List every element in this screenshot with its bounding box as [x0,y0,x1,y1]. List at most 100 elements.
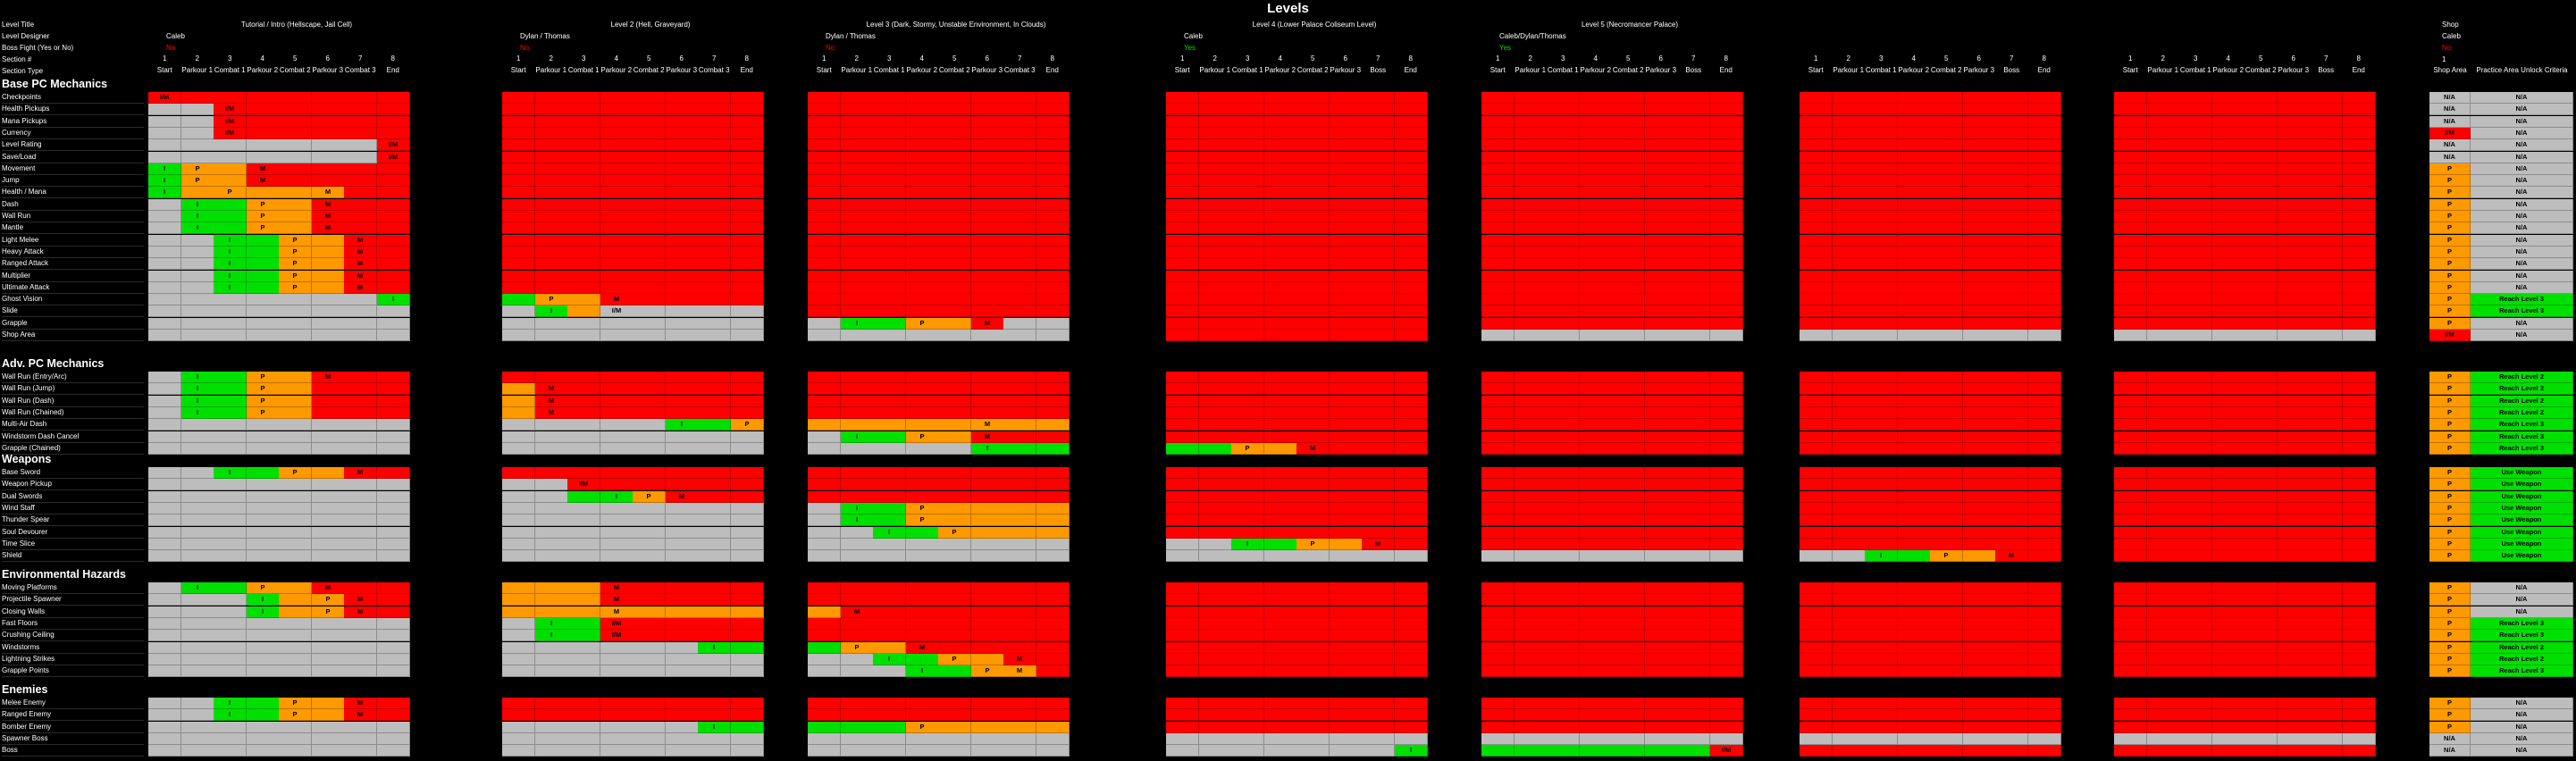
grid-cell [2245,467,2278,479]
grid-cell [2028,175,2061,187]
grid-cell [1547,722,1580,733]
grid-cell [1330,431,1363,443]
boss-fight-flag: No [166,44,176,52]
grid-cell [808,152,841,163]
grid-cell [1264,642,1297,654]
grid-cell [502,407,535,419]
grid-cell [1330,443,1363,455]
grid-cell [2212,396,2245,407]
grid-cell [1930,491,1963,503]
grid-cell [1800,467,1833,479]
grid-cell [1580,665,1613,677]
grid-cell [2028,630,2061,641]
grid-cell [2147,128,2180,139]
row-label: Windstorms [2,642,144,654]
grid-cell [666,396,699,407]
grid-cell [1612,709,1645,721]
grid-cell [1865,722,1898,733]
grid-cell [633,733,666,745]
grid-cell [1995,654,2028,665]
grid-cell [906,618,939,630]
grid-cell [2179,330,2212,341]
grid-cell [2310,431,2343,443]
grid-cell [1898,443,1931,455]
grid-cell [2179,187,2212,198]
grid-cell [1612,642,1645,654]
section-type: Start [816,66,832,74]
grid-cell [731,139,764,151]
shop-area-cell: P [2429,443,2471,455]
grid-cell [1515,745,1548,757]
meta-label: Boss Fight (Yes or No) [2,44,74,52]
grid-cell [1995,187,2028,198]
grid-cell [1645,745,1678,757]
grid-cell [1395,467,1428,479]
grid-cell [1231,606,1264,618]
grid-cell [1330,733,1363,745]
section-type: Combat 3 [1003,66,1036,74]
grid-cell [502,330,535,341]
grid-cell [181,654,214,665]
grid-cell [1166,152,1199,163]
grid-cell [535,116,568,128]
grid-cell [1677,745,1710,757]
grid-cell [1515,539,1548,550]
grid-cell [873,618,906,630]
grid-cell [906,419,939,431]
shop-area-cell: P [2429,630,2471,641]
grid-cell [1710,709,1743,721]
grid-cell [1930,294,1963,305]
grid-cell: P [906,431,939,443]
grid-cell [2245,235,2278,247]
grid-cell [2147,698,2180,709]
grid-cell [666,539,699,550]
grid-cell [2310,654,2343,665]
grid-cell [2212,618,2245,630]
grid-cell [873,199,906,211]
grid-cell [1231,187,1264,198]
grid-cell [247,745,280,757]
grid-cell [1036,187,1070,198]
grid-cell [567,665,600,677]
section-number: 8 [1408,54,1413,63]
grid-cell [2147,722,2180,733]
grid-cell [1362,419,1395,431]
grid-cell [567,128,600,139]
grid-cell [1645,582,1678,594]
grid-cell [698,187,731,198]
grid-cell [2343,419,2376,431]
grid-cell [1995,539,2028,550]
grid-cell [2343,211,2376,222]
grid-cell [1515,116,1548,128]
grid-cell [1330,722,1363,733]
grid-cell [1547,443,1580,455]
grid-cell [2114,503,2147,514]
unlock-criteria-cell: N/A [2471,330,2573,341]
grid-cell [1199,722,1232,733]
grid-cell [1677,104,1710,115]
grid-cell [600,222,634,234]
grid-cell [1199,235,1232,247]
grid-cell [1833,396,1866,407]
grid-cell [1612,139,1645,151]
grid-cell [1645,467,1678,479]
grid-cell [535,665,568,677]
shop-area-cell: N/A [2429,92,2471,104]
grid-cell [2343,258,2376,270]
grid-cell [502,550,535,562]
row-label: Thunder Spear [2,514,144,526]
grid-cell [633,199,666,211]
grid-cell [502,104,535,115]
grid-cell [2114,630,2147,641]
grid-cell [1395,282,1428,294]
grid-cell [567,503,600,514]
grid-cell [1898,152,1931,163]
grid-cell [247,527,280,539]
section-type: End [386,66,399,74]
grid-cell [2278,128,2311,139]
grid-cell [1199,618,1232,630]
grid-cell [2310,491,2343,503]
grid-cell [2278,514,2311,526]
grid-cell [214,152,247,163]
grid-cell [2245,479,2278,490]
